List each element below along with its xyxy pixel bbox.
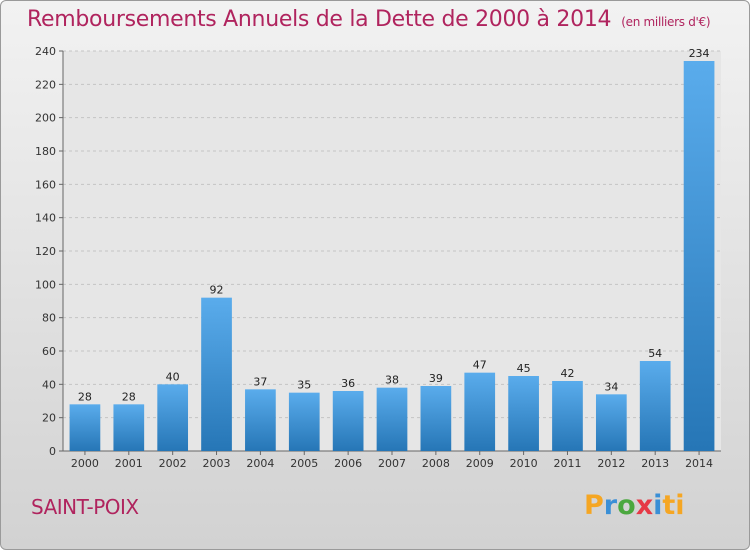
bar-2004 (245, 389, 276, 451)
data-label-2013: 54 (648, 347, 662, 360)
y-tick-label: 100 (35, 278, 56, 291)
data-label-2002: 40 (166, 370, 180, 383)
y-tick-label: 120 (35, 245, 56, 258)
data-label-2012: 34 (604, 380, 618, 393)
bar-2013 (639, 361, 671, 451)
bar-2010 (508, 376, 539, 451)
bar-2012 (595, 394, 627, 451)
x-tick-label: 2006 (334, 457, 362, 470)
bar-2009 (464, 372, 496, 451)
commune-name: SAINT-POIX (31, 495, 139, 519)
data-label-2011: 42 (560, 367, 574, 380)
x-tick-label: 2009 (466, 457, 494, 470)
bar-2014 (683, 61, 715, 451)
data-label-2003: 92 (210, 284, 224, 297)
data-label-2000: 28 (78, 390, 92, 403)
chart-title-text: Remboursements Annuels de la Dette de 20… (27, 7, 612, 32)
data-label-2014: 234 (689, 47, 710, 60)
y-tick-label: 180 (35, 145, 56, 158)
bar-2006 (332, 391, 364, 451)
bar-2007 (376, 387, 408, 451)
y-tick-label: 0 (49, 445, 56, 458)
x-tick-label: 2010 (510, 457, 538, 470)
data-label-2004: 37 (253, 375, 267, 388)
x-tick-label: 2005 (290, 457, 318, 470)
x-tick-label: 2003 (203, 457, 231, 470)
x-tick-label: 2011 (553, 457, 581, 470)
y-tick-label: 80 (42, 312, 56, 325)
bar-2011 (552, 381, 583, 451)
data-label-2010: 45 (517, 362, 531, 375)
y-tick-label: 60 (42, 345, 56, 358)
x-tick-label: 2013 (641, 457, 669, 470)
y-tick-label: 20 (42, 412, 56, 425)
bar-2003 (201, 297, 232, 451)
data-label-2007: 38 (385, 374, 399, 387)
chart-unit: (en milliers d'€) (621, 15, 711, 29)
x-tick-label: 2014 (685, 457, 713, 470)
x-tick-label: 2007 (378, 457, 406, 470)
y-tick-label: 40 (42, 378, 56, 391)
bar-2005 (288, 392, 320, 451)
y-tick-label: 220 (35, 78, 56, 91)
x-tick-label: 2004 (246, 457, 274, 470)
y-tick-label: 240 (35, 45, 56, 58)
x-tick-label: 2008 (422, 457, 450, 470)
y-tick-label: 200 (35, 112, 56, 125)
data-label-2009: 47 (473, 359, 487, 372)
x-tick-label: 2001 (115, 457, 143, 470)
data-label-2005: 35 (297, 379, 311, 392)
data-label-2001: 28 (122, 390, 136, 403)
bar-2002 (157, 384, 189, 451)
bar-2001 (113, 404, 145, 451)
bar-2008 (420, 386, 452, 451)
x-tick-label: 2000 (71, 457, 99, 470)
x-tick-label: 2012 (597, 457, 625, 470)
chart-title: Remboursements Annuels de la Dette de 20… (27, 7, 711, 32)
proxiti-logo: Proxiti (584, 490, 685, 521)
data-label-2006: 36 (341, 377, 355, 390)
bar-2000 (69, 404, 101, 451)
y-tick-label: 140 (35, 212, 56, 225)
data-label-2008: 39 (429, 372, 443, 385)
y-tick-label: 160 (35, 178, 56, 191)
x-tick-label: 2002 (159, 457, 187, 470)
